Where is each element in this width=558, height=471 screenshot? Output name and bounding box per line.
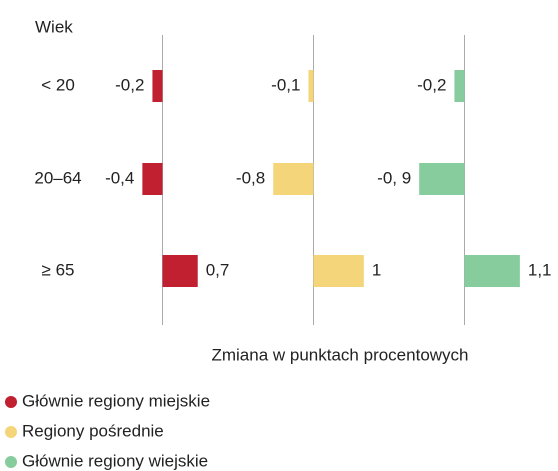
value-label: 1 — [372, 260, 381, 279]
bar — [273, 163, 314, 195]
bar — [313, 255, 364, 287]
value-label: -0,4 — [105, 168, 134, 187]
category-label: 20–64 — [34, 168, 81, 187]
legend-marker — [5, 456, 17, 468]
bar — [142, 163, 163, 195]
bar — [162, 255, 198, 287]
bar — [308, 70, 314, 102]
value-label: -0, 9 — [377, 168, 411, 187]
value-label: -0,8 — [236, 168, 265, 187]
legend-marker — [5, 396, 17, 408]
category-label: < 20 — [41, 75, 75, 94]
category-header: Wiek — [35, 17, 73, 36]
bar — [152, 70, 163, 102]
bar — [419, 163, 465, 195]
legend-label: Regiony pośrednie — [22, 421, 164, 440]
value-label: -0,2 — [115, 75, 144, 94]
legend-label: Głównie regiony miejskie — [22, 391, 210, 410]
bar — [464, 255, 520, 287]
bar — [454, 70, 465, 102]
value-label: -0,2 — [417, 75, 446, 94]
legend-label: Głównie regiony wiejskie — [22, 451, 208, 470]
category-label: ≥ 65 — [42, 260, 75, 279]
value-label: -0,1 — [271, 75, 300, 94]
value-label: 0,7 — [206, 260, 230, 279]
value-label: 1,1 — [528, 260, 552, 279]
x-axis-label: Zmiana w punktach procentowych — [211, 345, 468, 364]
legend-marker — [5, 426, 17, 438]
